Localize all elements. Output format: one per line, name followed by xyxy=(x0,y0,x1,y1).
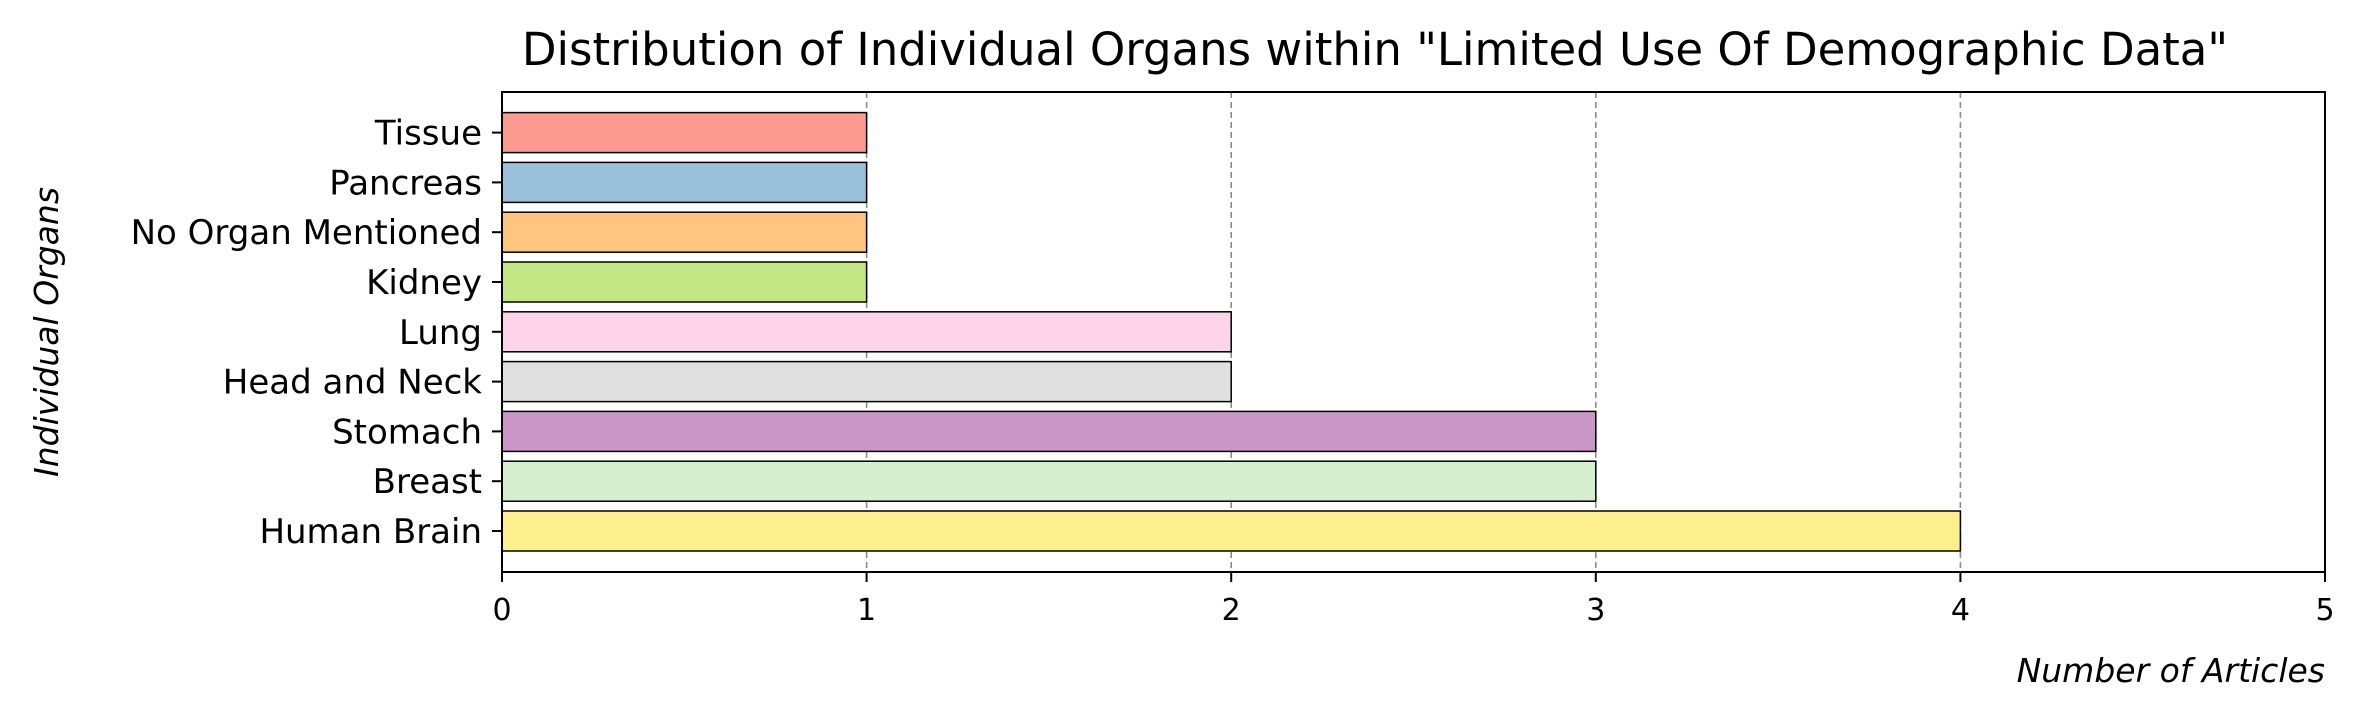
y-tick-label: Lung xyxy=(399,313,482,353)
y-axis-ticks: Human Brain Breast Stomach Head and Neck Lun… xyxy=(131,114,502,552)
y-tick-label: Head and Neck xyxy=(223,363,483,403)
y-tick-label: Human Brain xyxy=(259,512,482,552)
y-tick-label: Stomach xyxy=(332,412,482,452)
bar-tissue xyxy=(501,111,868,154)
x-tick-label: 5 xyxy=(2315,593,2334,628)
bar-kidney xyxy=(501,261,868,303)
x-tick-label: 4 xyxy=(1951,593,1970,628)
y-tick-label: Kidney xyxy=(366,263,482,303)
x-tick-label: 3 xyxy=(1586,593,1605,628)
y-tick-label: Tissue xyxy=(374,114,482,154)
bars xyxy=(501,111,1962,552)
bar-breast xyxy=(501,460,1597,502)
bar-pancreas xyxy=(501,161,868,204)
y-tick-label: Breast xyxy=(373,462,482,502)
bar-head-and-neck xyxy=(501,360,1232,403)
chart-title: Distribution of Individual Organs within… xyxy=(522,23,2228,76)
x-axis-label: Number of Articles xyxy=(2017,651,2325,690)
bar-human-brain xyxy=(501,510,1962,552)
x-axis-ticks: 0 1 2 3 4 5 xyxy=(492,572,2335,628)
bar-stomach xyxy=(501,410,1597,453)
y-tick-label: Pancreas xyxy=(329,163,482,203)
y-tick-label: No Organ Mentioned xyxy=(131,213,482,253)
y-axis-label: Individual Organs xyxy=(27,187,66,477)
x-tick-label: 2 xyxy=(1222,593,1241,628)
bar-lung xyxy=(501,311,1232,353)
bar-no-organ-mentioned xyxy=(501,211,868,253)
x-tick-label: 1 xyxy=(857,593,876,628)
x-tick-label: 0 xyxy=(492,593,511,628)
